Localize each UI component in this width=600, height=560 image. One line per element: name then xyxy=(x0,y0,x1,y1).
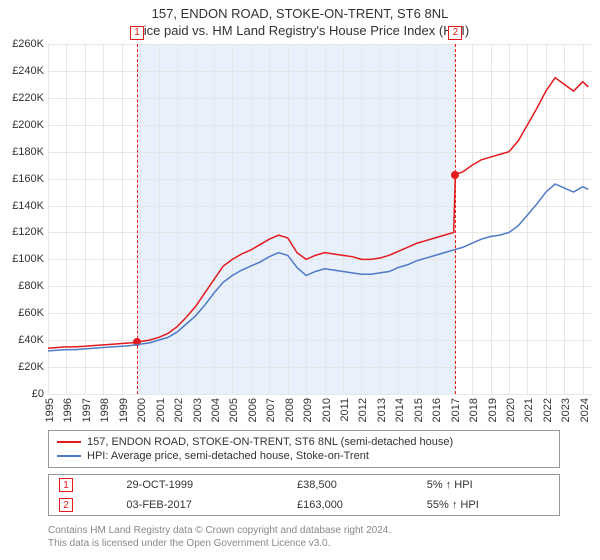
legend-label-property: 157, ENDON ROAD, STOKE-ON-TRENT, ST6 8NL… xyxy=(87,436,453,448)
plot-area: 12 xyxy=(48,44,592,394)
sale-price-1: £38,500 xyxy=(287,475,417,496)
legend-item-property: 157, ENDON ROAD, STOKE-ON-TRENT, ST6 8NL… xyxy=(57,435,551,449)
sale-pct-2: 55% ↑ HPI xyxy=(417,495,560,516)
chart-subtitle: Price paid vs. HM Land Registry's House … xyxy=(0,21,600,38)
series-hpi xyxy=(48,184,588,351)
legend-swatch-property xyxy=(57,441,81,443)
sale-row-1: 1 29-OCT-1999 £38,500 5% ↑ HPI xyxy=(49,475,560,496)
footnote-line-2: This data is licensed under the Open Gov… xyxy=(48,537,560,550)
sale-pct-1: 5% ↑ HPI xyxy=(417,475,560,496)
footnote-line-1: Contains HM Land Registry data © Crown c… xyxy=(48,524,560,537)
legend-item-hpi: HPI: Average price, semi-detached house,… xyxy=(57,449,551,463)
legend-swatch-hpi xyxy=(57,455,81,457)
legend: 157, ENDON ROAD, STOKE-ON-TRENT, ST6 8NL… xyxy=(48,430,560,468)
sale-date-1: 29-OCT-1999 xyxy=(116,475,287,496)
chart-sale-marker-2: 2 xyxy=(448,26,462,40)
series-property xyxy=(48,78,588,349)
sale-marker-1: 1 xyxy=(59,478,73,492)
chart-area: 12 £0£20K£40K£60K£80K£100K£120K£140K£160… xyxy=(0,44,600,424)
footnote: Contains HM Land Registry data © Crown c… xyxy=(48,524,560,550)
chart-sale-marker-1: 1 xyxy=(130,26,144,40)
legend-label-hpi: HPI: Average price, semi-detached house,… xyxy=(87,450,369,462)
chart-container: 157, ENDON ROAD, STOKE-ON-TRENT, ST6 8NL… xyxy=(0,0,600,560)
sales-table: 1 29-OCT-1999 £38,500 5% ↑ HPI 2 03-FEB-… xyxy=(48,474,560,516)
sale-price-2: £163,000 xyxy=(287,495,417,516)
sale-marker-2: 2 xyxy=(59,498,73,512)
chart-title: 157, ENDON ROAD, STOKE-ON-TRENT, ST6 8NL xyxy=(0,0,600,21)
sale-row-2: 2 03-FEB-2017 £163,000 55% ↑ HPI xyxy=(49,495,560,516)
line-layer xyxy=(48,44,592,394)
sale-date-2: 03-FEB-2017 xyxy=(116,495,287,516)
